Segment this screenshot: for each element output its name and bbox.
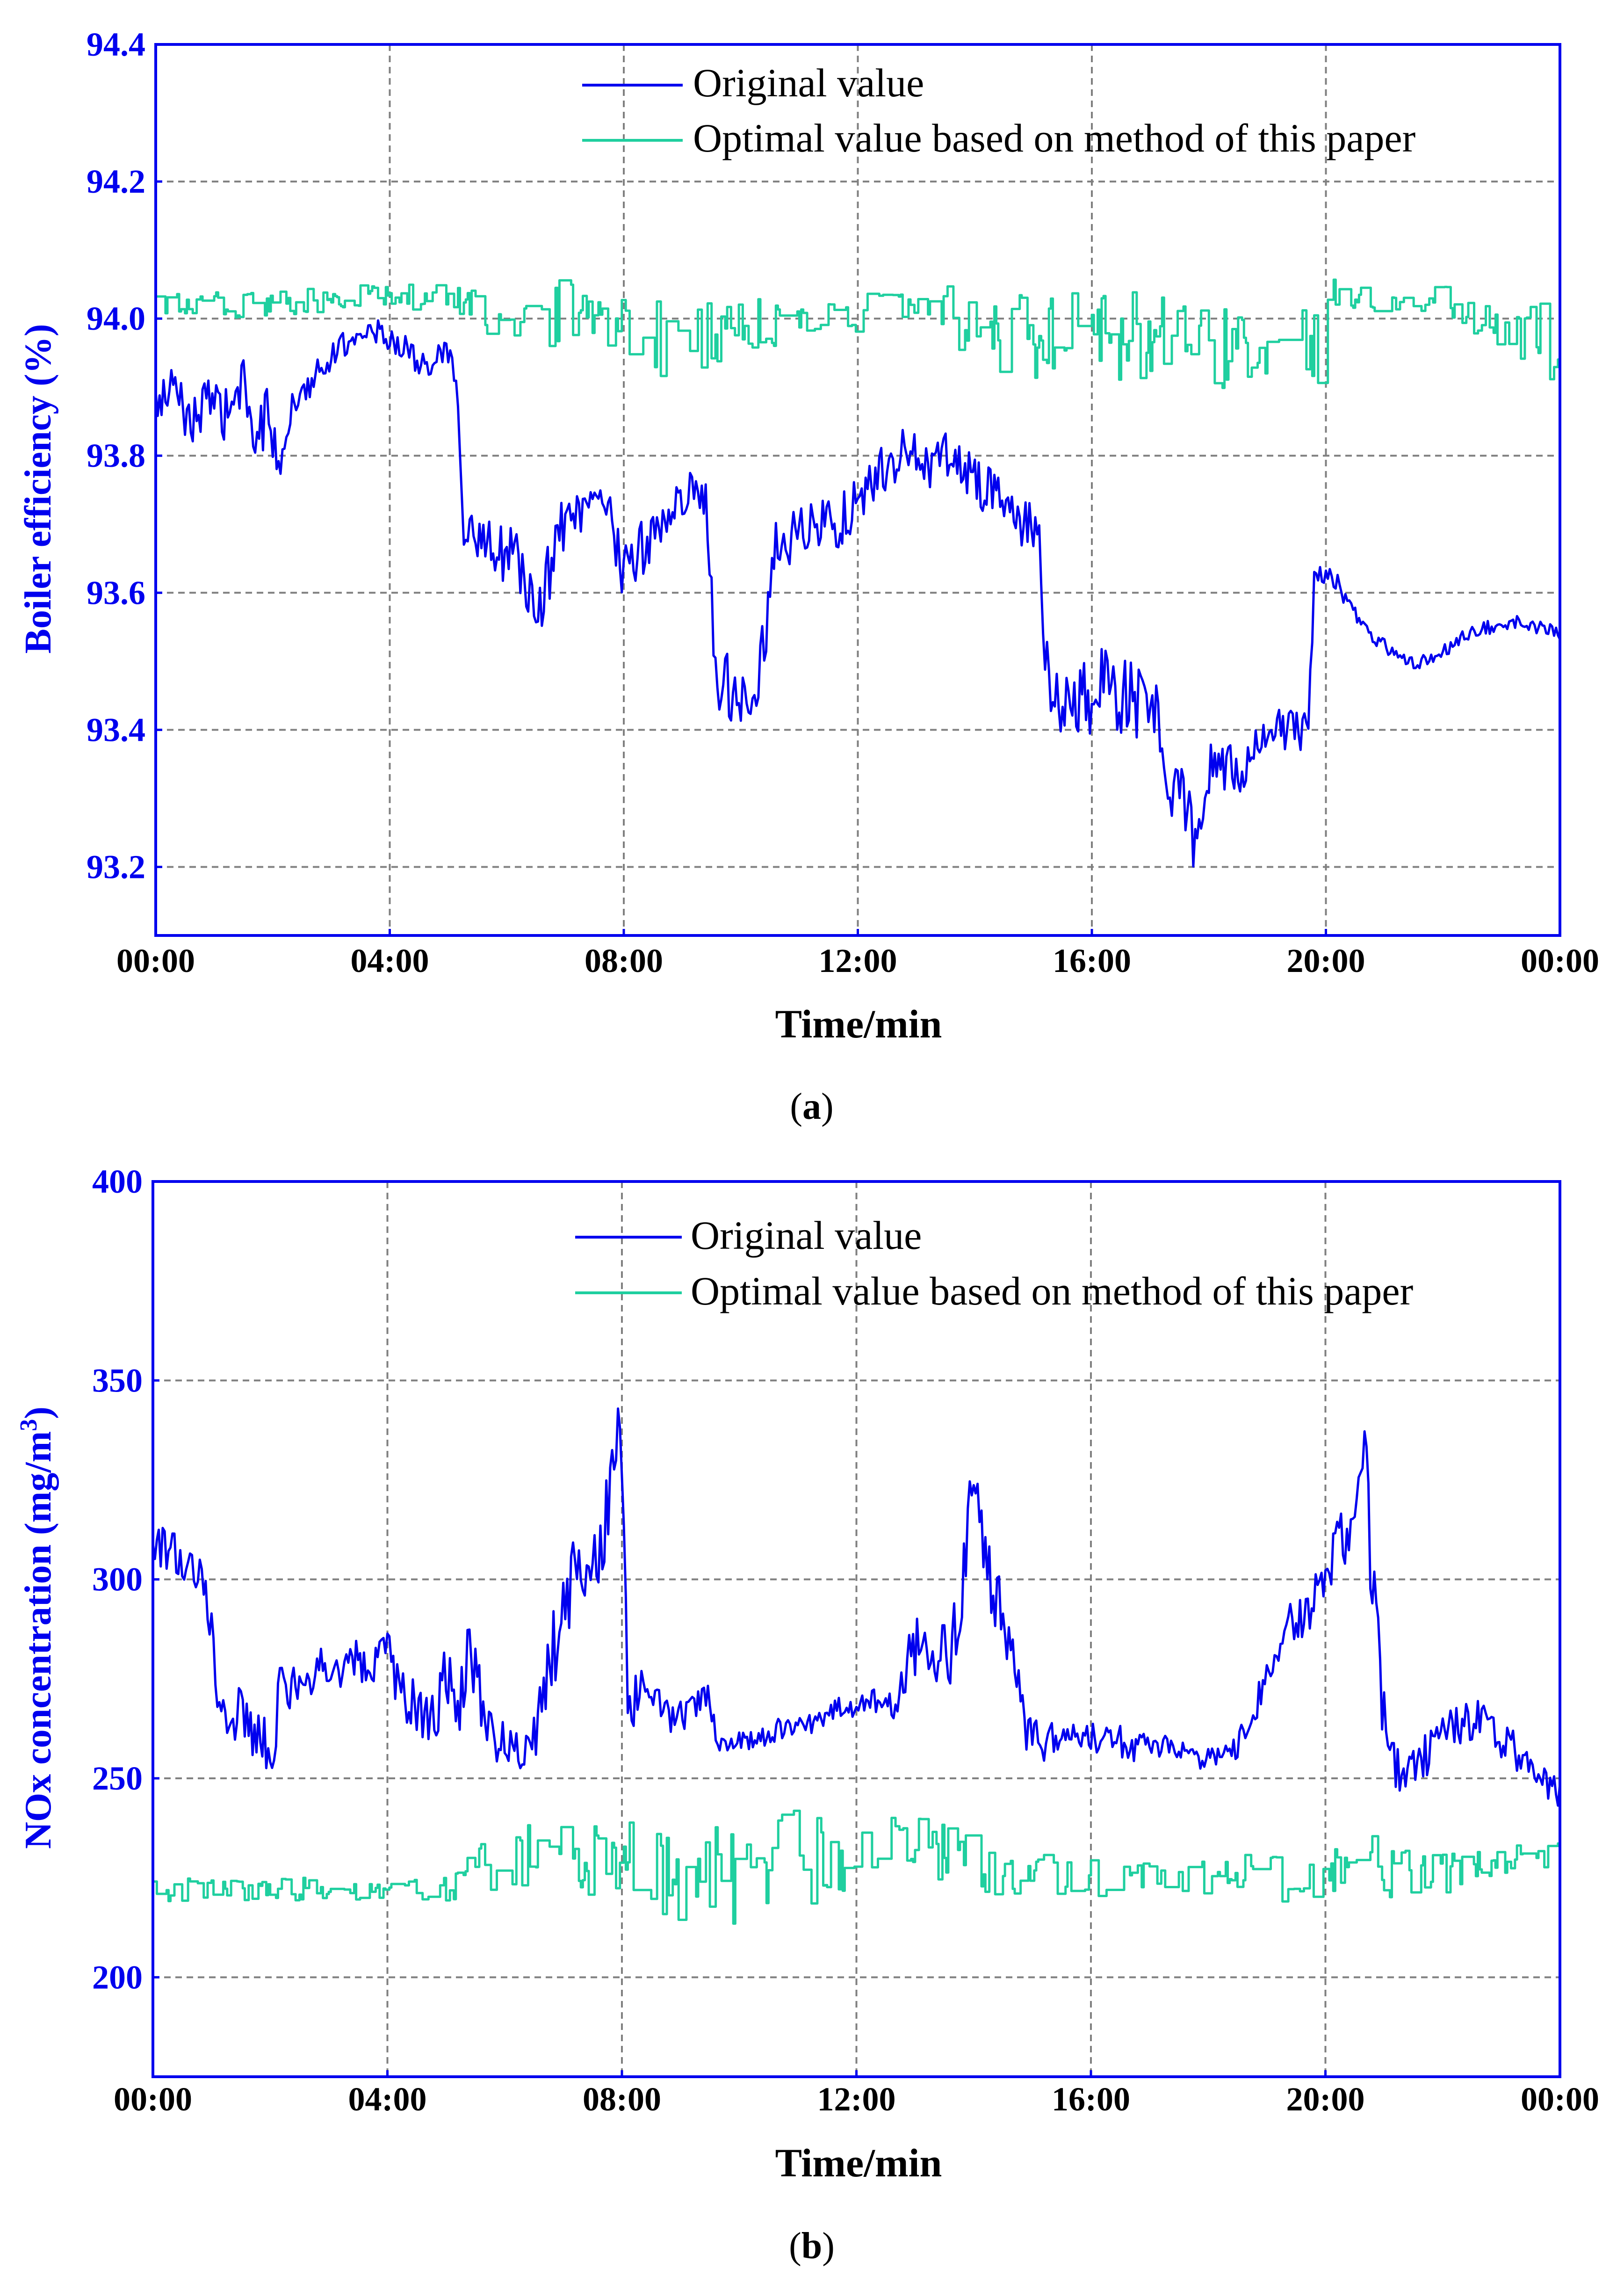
- x-tick-label: 12:00: [817, 2080, 896, 2118]
- y-tick-label: 94.4: [87, 26, 145, 63]
- legend-b-label-original: Original value: [691, 1213, 922, 1258]
- chart-a: 93.293.493.693.894.094.294.4 00:00 04:00 0…: [18, 26, 1599, 1127]
- x-tick-label: 08:00: [585, 942, 663, 979]
- x-tick-label: 04:00: [351, 942, 429, 979]
- y-ticks-b: 200 250 300 350 400: [92, 1163, 159, 1996]
- chart-b: 200 250 300 350 400 00:00 04:00 08:00 12:00 16:0…: [15, 1163, 1599, 2267]
- legend-a: Original value Optimal value based on me…: [582, 60, 1415, 160]
- x-tick-label: 00:00: [114, 2080, 192, 2118]
- x-tick-label: 08:00: [583, 2080, 661, 2118]
- x-ticks-b: 00:00 04:00 08:00 12:00 16:00 20:00 00:00: [114, 2070, 1599, 2118]
- series-a: [154, 278, 1561, 868]
- legend-a-label-optimal: Optimal value based on method of this pa…: [693, 116, 1415, 160]
- y-axis-label-a: Boiler efficiency (%): [18, 324, 59, 654]
- x-axis-label-b: Time/min: [775, 2140, 942, 2185]
- legend-b: Original value Optimal value based on me…: [575, 1213, 1413, 1313]
- x-axis-label-a: Time/min: [775, 1001, 942, 1046]
- panel-letter-b: b: [801, 2225, 823, 2267]
- panel-letter-a: a: [802, 1086, 821, 1127]
- x-tick-label: 00:00: [1521, 942, 1599, 979]
- y-axis-label-b-close: ): [18, 1406, 59, 1419]
- series-b: [152, 1407, 1561, 1925]
- y-tick-label: 350: [92, 1362, 143, 1399]
- legend-a-label-original: Original value: [693, 60, 924, 105]
- y-tick-label: 400: [92, 1163, 143, 1200]
- series-original-line-b: [152, 1407, 1561, 1807]
- legend-b-label-optimal: Optimal value based on method of this pa…: [691, 1268, 1413, 1313]
- y-tick-label: 94.2: [87, 163, 145, 200]
- grid-a: [156, 44, 1560, 935]
- x-tick-label: 16:00: [1052, 2080, 1130, 2118]
- x-ticks-a: 00:00 04:00 08:00 12:00 16:00 20:00 00:00: [116, 929, 1599, 979]
- plot-frame-b: [152, 1180, 1561, 2078]
- x-tick-label: 00:00: [1521, 2080, 1599, 2118]
- series-original-line-a: [154, 319, 1561, 868]
- y-tick-label: 93.6: [87, 574, 145, 611]
- x-tick-label: 20:00: [1287, 942, 1365, 979]
- y-tick-label: 93.2: [87, 848, 145, 885]
- grid-b: [153, 1181, 1560, 2077]
- series-optimal-line-a: [156, 278, 1561, 389]
- y-axis-label-b-main: NOx concentration (mg/m: [18, 1431, 59, 1849]
- y-tick-label: 200: [92, 1958, 143, 1996]
- y-tick-label: 93.4: [87, 711, 145, 748]
- y-ticks-a: 93.2 93.4 93.6 93.8 94.0 94.2 94.4: [87, 26, 162, 885]
- panel-label-b: (b): [789, 2225, 835, 2267]
- y-axis-label-b: NOx concentration (mg/m3): [15, 1406, 59, 1849]
- x-tick-label: 16:00: [1053, 942, 1131, 979]
- series-optimal-line-b: [153, 1809, 1561, 1925]
- x-tick-label: 00:00: [116, 942, 195, 979]
- x-tick-label: 04:00: [348, 2080, 427, 2118]
- y-tick-label: 93.8: [87, 437, 145, 474]
- x-tick-label: 20:00: [1286, 2080, 1365, 2118]
- panel-label-a: (a): [790, 1086, 833, 1127]
- y-tick-label: 300: [92, 1561, 143, 1598]
- y-tick-label: 250: [92, 1760, 143, 1797]
- y-tick-label: 94.0: [87, 300, 145, 337]
- y-axis-label-b-sup: 3: [15, 1419, 42, 1431]
- x-tick-label: 12:00: [819, 942, 897, 979]
